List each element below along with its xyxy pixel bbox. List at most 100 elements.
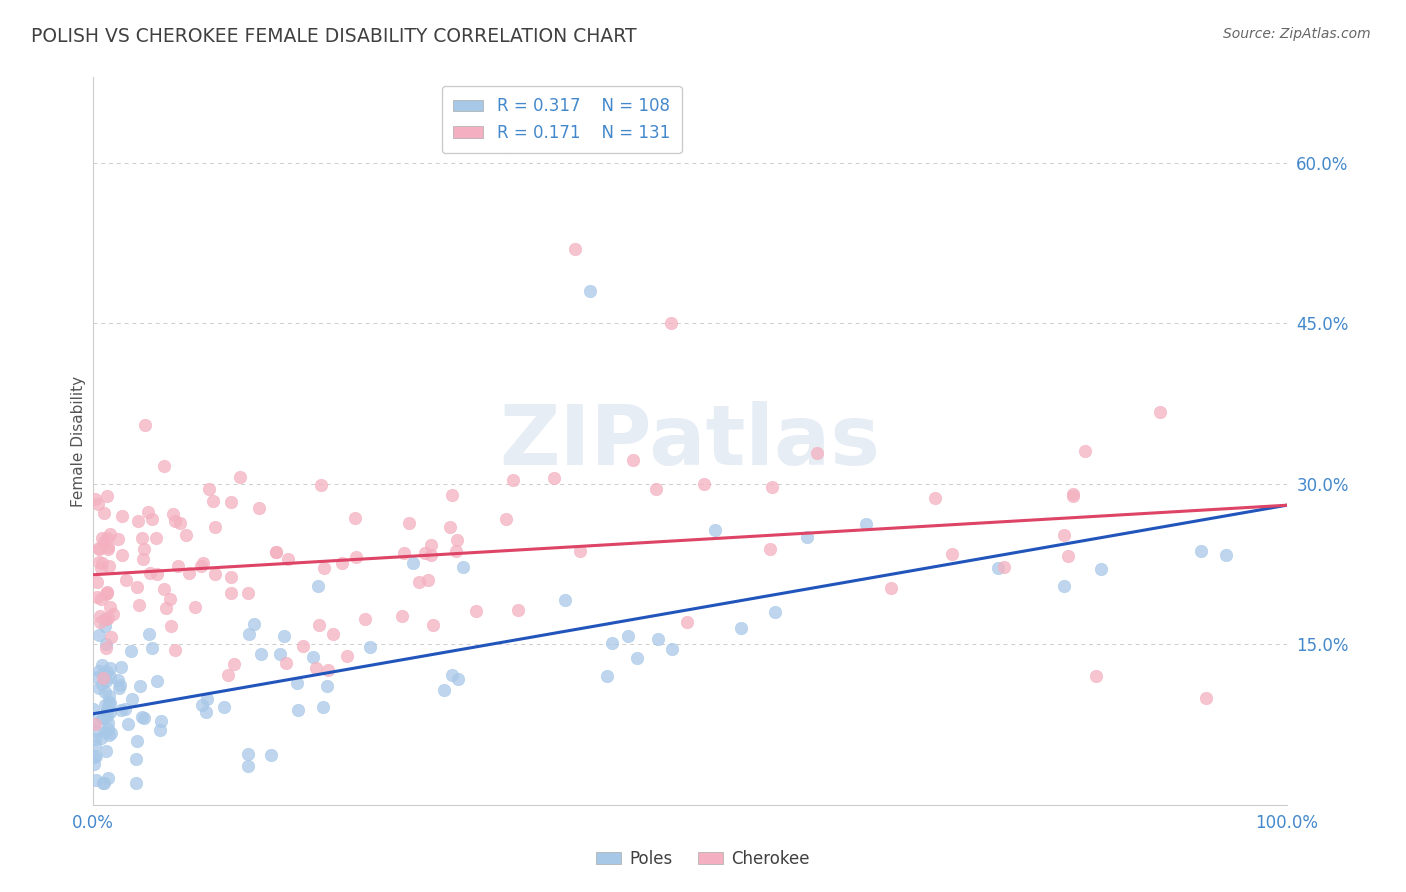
Point xyxy=(127,734,149,748)
Point xyxy=(621,453,644,467)
Point xyxy=(114,702,136,716)
Point xyxy=(97,541,120,555)
Point xyxy=(90,658,112,673)
Point xyxy=(98,694,121,708)
Point xyxy=(96,674,118,689)
Point xyxy=(212,699,235,714)
Point xyxy=(101,607,124,621)
Point xyxy=(83,756,105,771)
Point xyxy=(165,642,187,657)
Point xyxy=(117,717,139,731)
Point xyxy=(1073,443,1095,458)
Point xyxy=(855,517,877,532)
Point xyxy=(84,491,107,506)
Point xyxy=(330,556,353,570)
Point xyxy=(82,702,104,716)
Point xyxy=(277,552,299,566)
Point xyxy=(543,471,565,485)
Point xyxy=(134,418,156,433)
Point xyxy=(1053,579,1076,593)
Point xyxy=(100,705,122,719)
Point xyxy=(162,508,184,522)
Point xyxy=(221,586,243,600)
Point xyxy=(398,516,420,531)
Point xyxy=(89,609,111,624)
Point xyxy=(444,544,467,558)
Point xyxy=(96,489,118,503)
Point xyxy=(1195,690,1218,705)
Point xyxy=(114,573,136,587)
Point xyxy=(204,567,226,582)
Point xyxy=(217,668,239,682)
Point xyxy=(924,491,946,505)
Point xyxy=(97,699,120,714)
Point xyxy=(661,641,683,656)
Point xyxy=(96,531,118,545)
Point xyxy=(91,671,114,685)
Point xyxy=(704,523,727,537)
Point xyxy=(249,647,271,661)
Legend: R = 0.317    N = 108, R = 0.171    N = 131: R = 0.317 N = 108, R = 0.171 N = 131 xyxy=(441,86,682,153)
Point xyxy=(86,670,108,684)
Point xyxy=(993,559,1015,574)
Point xyxy=(236,586,259,600)
Point xyxy=(100,630,122,644)
Point xyxy=(141,512,163,526)
Point xyxy=(353,611,375,625)
Point xyxy=(287,703,309,717)
Point xyxy=(343,511,366,525)
Point xyxy=(97,728,120,742)
Point xyxy=(108,678,131,692)
Point xyxy=(89,541,111,555)
Point xyxy=(100,670,122,684)
Point xyxy=(1189,544,1212,558)
Point xyxy=(128,679,150,693)
Point xyxy=(194,705,217,719)
Point xyxy=(568,543,591,558)
Point xyxy=(149,723,172,737)
Point xyxy=(121,692,143,706)
Point xyxy=(796,530,818,544)
Point xyxy=(97,771,120,785)
Point xyxy=(93,776,115,790)
Point xyxy=(139,566,162,580)
Point xyxy=(391,609,413,624)
Point xyxy=(314,561,336,575)
Point xyxy=(190,559,212,574)
Point xyxy=(87,497,110,511)
Point xyxy=(87,541,110,556)
Point xyxy=(269,647,291,661)
Point xyxy=(219,570,242,584)
Point xyxy=(499,140,522,154)
Point xyxy=(94,685,117,699)
Point xyxy=(87,681,110,695)
Point xyxy=(264,545,287,559)
Point xyxy=(87,628,110,642)
Point xyxy=(96,585,118,599)
Point xyxy=(93,725,115,739)
Point xyxy=(159,619,181,633)
Point xyxy=(96,703,118,717)
Point xyxy=(236,747,259,761)
Point xyxy=(191,698,214,713)
Point xyxy=(145,531,167,545)
Point xyxy=(413,546,436,560)
Point xyxy=(392,546,415,560)
Point xyxy=(1215,549,1237,563)
Point xyxy=(1149,405,1171,419)
Point xyxy=(308,618,330,632)
Point xyxy=(247,500,270,515)
Point xyxy=(806,446,828,460)
Point xyxy=(132,551,155,566)
Point xyxy=(316,679,339,693)
Point xyxy=(149,714,172,728)
Point xyxy=(96,722,118,736)
Point xyxy=(94,619,117,633)
Point xyxy=(416,574,439,588)
Point xyxy=(433,682,456,697)
Point xyxy=(402,556,425,570)
Point xyxy=(96,637,118,651)
Text: ZIPatlas: ZIPatlas xyxy=(499,401,880,482)
Point xyxy=(579,285,602,299)
Point xyxy=(93,506,115,520)
